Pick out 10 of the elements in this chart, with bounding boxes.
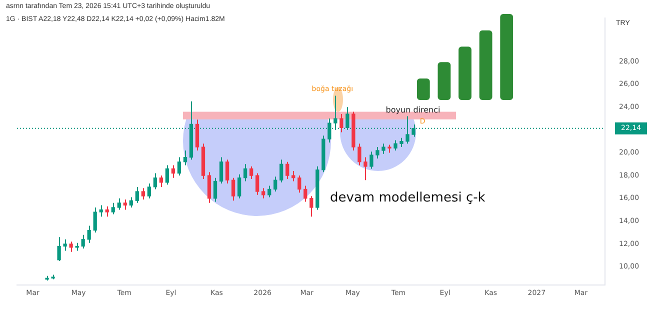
bar (438, 62, 451, 100)
bar (458, 46, 472, 100)
bar (416, 78, 430, 100)
candlestick (388, 144, 392, 154)
candlestick (51, 274, 55, 280)
bar (479, 30, 492, 100)
candlestick (382, 143, 386, 154)
annotation: devam modellemesi ç-k (330, 190, 486, 206)
bar (500, 14, 514, 100)
band-label: boyun direnci (386, 106, 440, 115)
